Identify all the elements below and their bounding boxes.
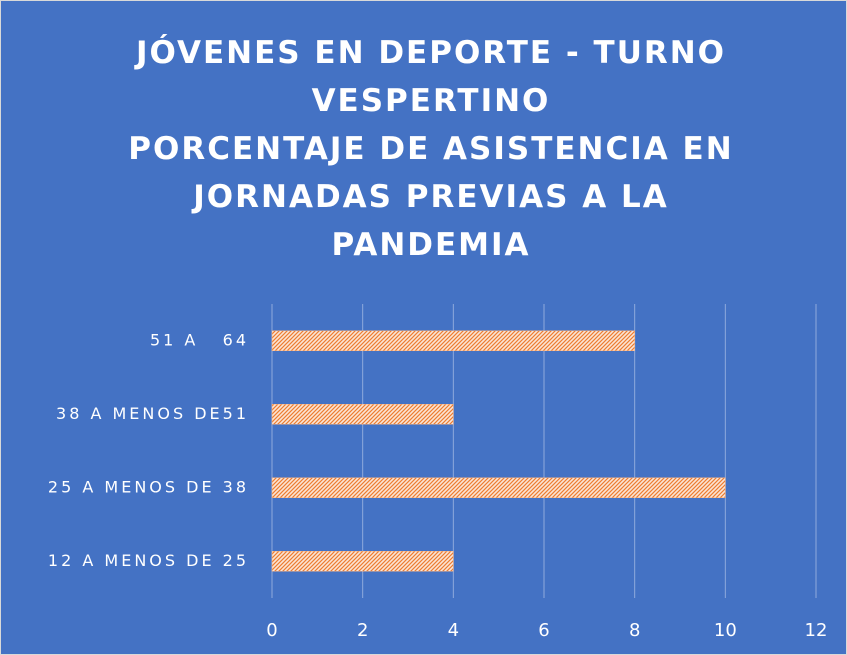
x-tick-label: 4 <box>448 620 459 641</box>
bar <box>271 551 454 572</box>
y-tick-label: 38 A MENOS DE51 <box>56 404 249 423</box>
x-tick-label: 2 <box>357 620 368 641</box>
title-line: JÓVENES EN DEPORTE - TURNO VESPERTINO <box>135 35 727 119</box>
y-tick-label: 25 A MENOS DE 38 <box>48 477 249 496</box>
x-tick-label: 8 <box>629 620 640 641</box>
title-line: PORCENTAJE DE ASISTENCIA EN JORNADAS PRE… <box>128 131 734 263</box>
x-tick-label: 12 <box>805 620 828 641</box>
bar <box>271 477 726 498</box>
y-tick-label: 51 A 64 <box>150 330 249 349</box>
x-tick-label: 0 <box>266 620 277 641</box>
y-tick-label: 12 A MENOS DE 25 <box>48 551 249 570</box>
bar <box>271 404 454 425</box>
chart-title: JÓVENES EN DEPORTE - TURNO VESPERTINO PO… <box>101 29 761 269</box>
bar <box>271 330 635 351</box>
x-tick-label: 10 <box>714 620 737 641</box>
x-tick-label: 6 <box>538 620 549 641</box>
